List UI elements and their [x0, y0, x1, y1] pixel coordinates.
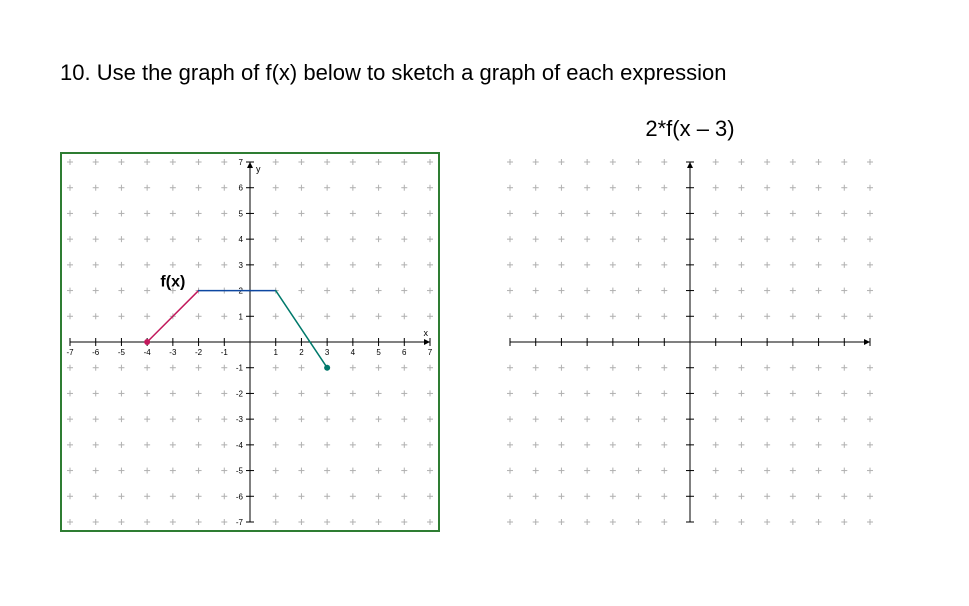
question-text: 10. Use the graph of f(x) below to sketc…	[60, 60, 909, 86]
svg-text:x: x	[424, 328, 429, 338]
svg-text:5: 5	[239, 209, 244, 218]
page-container: { "question": { "number": "10.", "text":…	[0, 0, 969, 606]
charts-row: -7-6-5-4-3-2-11234567-7-6-5-4-3-2-112345…	[60, 116, 909, 532]
svg-text:3: 3	[325, 348, 330, 357]
right-chart	[500, 152, 880, 532]
left-chart-column: -7-6-5-4-3-2-11234567-7-6-5-4-3-2-112345…	[60, 116, 440, 532]
svg-text:6: 6	[402, 348, 407, 357]
svg-text:6: 6	[239, 184, 244, 193]
svg-text:-4: -4	[144, 348, 152, 357]
svg-text:y: y	[256, 164, 261, 174]
question-number: 10.	[60, 60, 91, 85]
svg-text:-4: -4	[236, 441, 244, 450]
svg-text:7: 7	[239, 158, 244, 167]
svg-text:7: 7	[428, 348, 433, 357]
svg-text:-6: -6	[236, 492, 244, 501]
svg-text:-1: -1	[236, 364, 244, 373]
left-chart: -7-6-5-4-3-2-11234567-7-6-5-4-3-2-112345…	[60, 152, 440, 532]
svg-text:4: 4	[351, 348, 356, 357]
svg-text:-6: -6	[92, 348, 100, 357]
svg-text:-5: -5	[118, 348, 126, 357]
svg-text:4: 4	[239, 235, 244, 244]
svg-text:2: 2	[299, 348, 304, 357]
svg-text:-2: -2	[195, 348, 203, 357]
svg-text:-3: -3	[169, 348, 177, 357]
svg-text:3: 3	[239, 261, 244, 270]
svg-text:-1: -1	[221, 348, 229, 357]
svg-text:-7: -7	[236, 518, 244, 527]
svg-text:5: 5	[376, 348, 381, 357]
svg-text:1: 1	[273, 348, 278, 357]
svg-text:f(x): f(x)	[160, 274, 185, 291]
svg-text:1: 1	[239, 312, 244, 321]
svg-text:-3: -3	[236, 415, 244, 424]
svg-text:-7: -7	[66, 348, 74, 357]
right-chart-column: 2*f(x – 3)	[500, 116, 880, 532]
question-body: Use the graph of f(x) below to sketch a …	[97, 60, 727, 85]
right-chart-title: 2*f(x – 3)	[645, 116, 734, 144]
svg-text:-5: -5	[236, 467, 244, 476]
svg-text:-2: -2	[236, 389, 244, 398]
